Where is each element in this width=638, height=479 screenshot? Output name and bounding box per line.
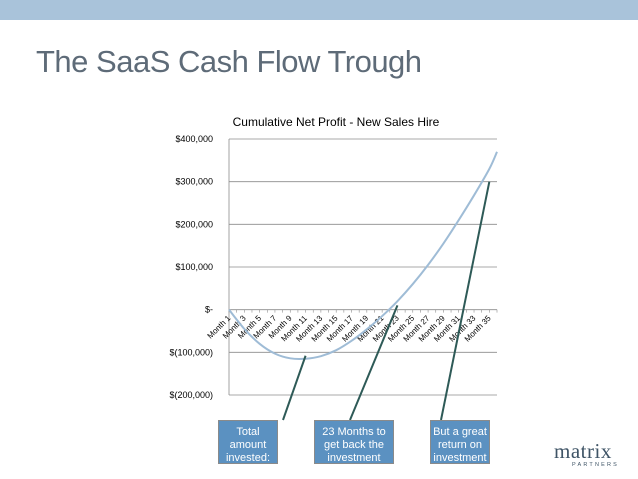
slide-title: The SaaS Cash Flow Trough: [36, 44, 422, 79]
y-tick-label: $100,000: [175, 262, 213, 272]
logo-subtitle: PARTNERS: [572, 462, 620, 468]
y-tick-label: $200,000: [175, 219, 213, 229]
series-line: [228, 151, 498, 360]
callout-payback: 23 Months to get back the investment: [314, 420, 394, 464]
chart-title: Cumulative Net Profit - New Sales Hire: [233, 115, 440, 129]
callout-leader-line: [440, 181, 491, 421]
y-tick-label: $(100,000): [169, 347, 213, 357]
y-tick-label: $400,000: [175, 134, 213, 144]
callout-return: But a great return on investment: [430, 420, 490, 464]
callout-leader-line: [349, 305, 399, 421]
callout-leader-line: [282, 355, 307, 421]
callout-invested: Total amount invested: $110k: [218, 420, 278, 477]
y-tick-label: $300,000: [175, 177, 213, 187]
logo-wordmark: matrix: [554, 439, 612, 463]
top-band: [0, 0, 638, 20]
matrix-partners-logo: matrix PARTNERS: [554, 441, 620, 469]
y-tick-label: $-: [205, 305, 213, 315]
y-tick-label: $(200,000): [169, 390, 213, 400]
